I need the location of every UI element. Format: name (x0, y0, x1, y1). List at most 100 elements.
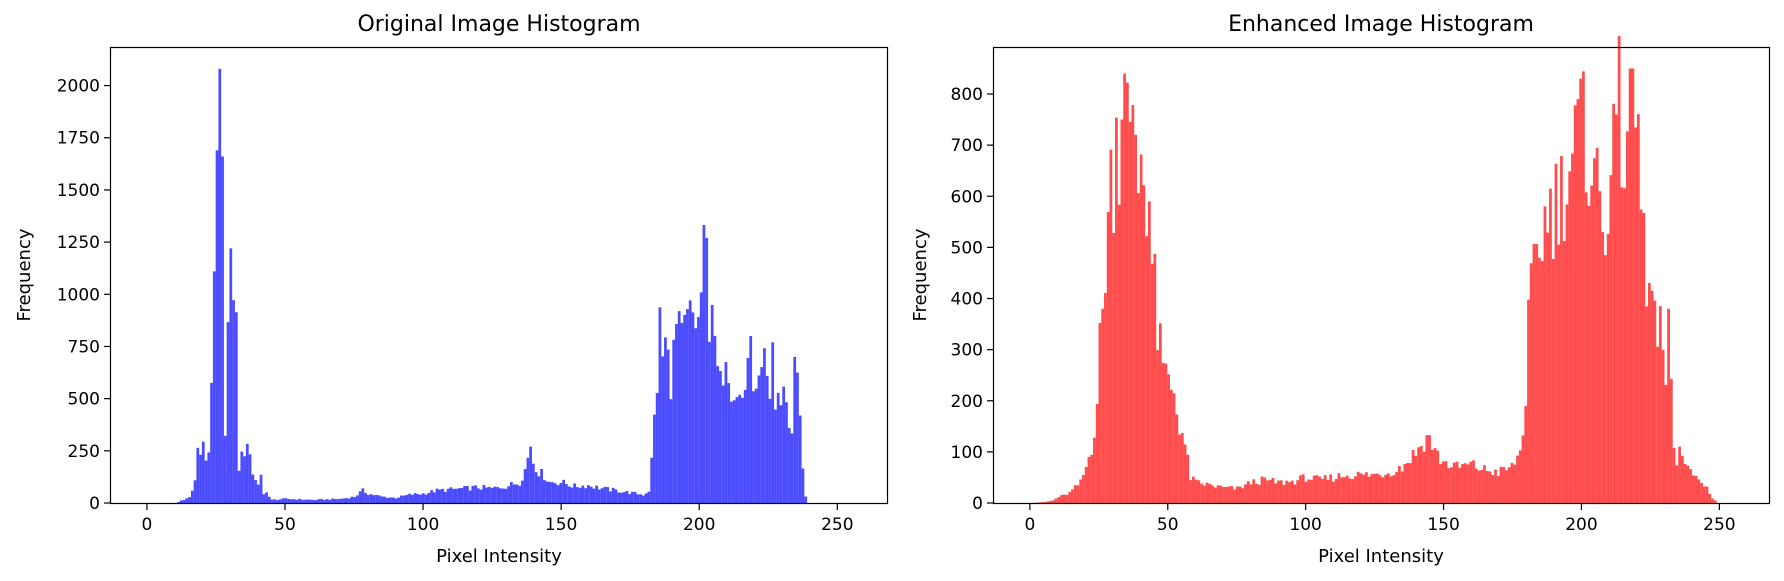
histogram-bar (328, 499, 332, 503)
histogram-bar (342, 498, 345, 503)
x-ticks: 0 50 100 150 200 250 (1024, 503, 1736, 535)
histogram-bar (1650, 290, 1654, 503)
histogram-bar (1189, 480, 1192, 503)
histogram-bar (1076, 485, 1080, 503)
y-tick-label: 1750 (57, 129, 100, 149)
histogram-bar (402, 495, 406, 503)
histogram-bar (1469, 461, 1473, 503)
histogram-bar (730, 401, 733, 503)
histogram-bar (1255, 483, 1258, 503)
histogram-bar (256, 484, 260, 503)
histogram-bar (375, 494, 378, 503)
histogram-bar (1156, 350, 1159, 503)
histogram-bar (1680, 455, 1684, 503)
histogram-bar (724, 362, 728, 503)
histogram-bar (1532, 243, 1536, 503)
x-tick-label: 200 (683, 515, 715, 535)
histogram-bar (1145, 236, 1148, 504)
histogram-bar (1038, 502, 1041, 503)
bars (1032, 35, 1717, 504)
histogram-bar (578, 487, 582, 503)
histogram-bar (1359, 473, 1363, 503)
histogram-bar (1615, 114, 1618, 504)
histogram-bar (1389, 476, 1393, 503)
histogram-bar (237, 470, 241, 503)
histogram-bar (1408, 463, 1412, 503)
histogram-bar (1584, 192, 1588, 504)
histogram-bar (1540, 261, 1544, 503)
histogram-bar (534, 472, 538, 503)
histogram-bar (430, 490, 433, 503)
histogram-bar (507, 486, 510, 503)
histogram-bar (1082, 474, 1085, 503)
histogram-bar (515, 484, 519, 503)
x-tick-label: 50 (1157, 515, 1179, 535)
histogram-bar (190, 490, 194, 503)
histogram-bar (1554, 163, 1558, 503)
histogram-bar (631, 491, 634, 503)
histogram-bar (609, 491, 612, 503)
histogram-bar (1562, 241, 1566, 503)
y-tick-label: 1250 (57, 233, 100, 253)
histogram-bar (537, 476, 541, 503)
y-tick-label: 750 (68, 337, 100, 357)
histogram-bar (391, 497, 395, 503)
y-tick-label: 0 (89, 494, 100, 514)
histogram-bar (1642, 213, 1646, 504)
histogram-bar (1304, 481, 1308, 503)
histogram-bar (1117, 204, 1121, 504)
x-tick-label: 50 (274, 515, 296, 535)
x-axis-label: Pixel Intensity (436, 546, 562, 567)
histogram-bar (677, 311, 681, 503)
histogram-bar (454, 488, 458, 503)
histogram-bar (201, 441, 205, 503)
histogram-bar (576, 487, 579, 503)
histogram-bar (1147, 201, 1151, 503)
histogram-bar (1178, 434, 1181, 503)
histogram-bar (1046, 501, 1050, 503)
histogram-bar (1351, 479, 1355, 503)
histogram-bar (562, 479, 566, 503)
histogram-bar (1524, 406, 1528, 503)
histogram-bar (408, 493, 411, 503)
histogram-bar (741, 397, 744, 503)
histogram-bar (449, 487, 453, 503)
histogram-bar (1425, 435, 1429, 503)
histogram-bar (650, 457, 654, 503)
histogram-bar (1417, 447, 1420, 503)
histogram-bar (1167, 374, 1170, 503)
histogram-bar (289, 499, 293, 503)
histogram-bar (1494, 469, 1497, 503)
histogram-bar (1169, 389, 1173, 503)
histogram-bar (1115, 117, 1118, 504)
histogram-bar (1183, 444, 1187, 503)
y-tick-label: 100 (951, 443, 983, 463)
histogram-bar (496, 487, 499, 503)
histogram-bar (251, 474, 255, 503)
histogram-bar (322, 499, 326, 503)
histogram-bar (1422, 451, 1426, 503)
histogram-bar (686, 309, 689, 503)
histogram-bar (1134, 134, 1137, 503)
histogram-bar (215, 150, 219, 503)
histogram-bar (1458, 467, 1462, 503)
x-axis-label: Pixel Intensity (1318, 546, 1444, 567)
histogram-bar (229, 248, 233, 503)
histogram-bar (366, 495, 370, 503)
histogram-bar (1485, 471, 1489, 503)
histogram-bar (1491, 475, 1495, 503)
histogram-bar (298, 498, 301, 503)
histogram-bar (559, 483, 563, 503)
histogram-bar (460, 487, 464, 503)
histogram-bar (1354, 476, 1357, 503)
histogram-bar (1411, 449, 1415, 503)
histogram-bar (1447, 468, 1451, 503)
y-tick-label: 800 (951, 85, 983, 105)
histogram-bar (584, 488, 588, 503)
histogram-bar (248, 454, 252, 503)
histogram-bar (1202, 485, 1206, 503)
histogram-bar (570, 487, 574, 503)
histogram-bar (664, 337, 667, 503)
histogram-bar (245, 443, 249, 503)
histogram-bar (614, 489, 618, 503)
